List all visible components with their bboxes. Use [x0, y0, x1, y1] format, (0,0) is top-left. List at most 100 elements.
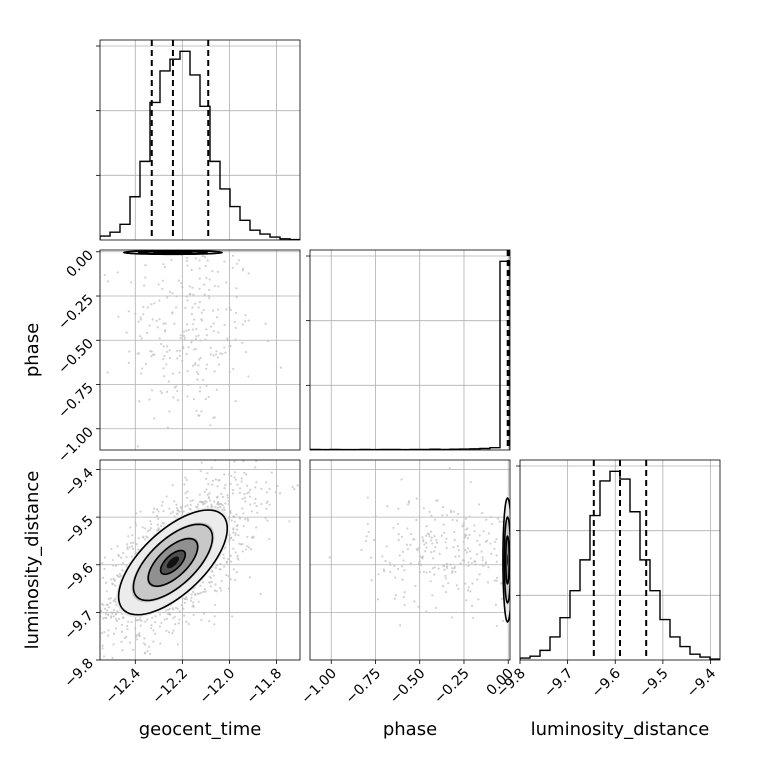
- sample-point: [234, 532, 237, 535]
- sample-point: [490, 516, 493, 519]
- sample-point: [158, 318, 161, 321]
- sample-point: [305, 461, 307, 463]
- sample-point: [216, 495, 219, 498]
- sample-point: [101, 562, 104, 565]
- sample-point: [112, 632, 115, 635]
- sample-point: [213, 370, 216, 373]
- sample-point: [230, 519, 233, 522]
- sample-point: [112, 564, 115, 567]
- sample-point: [482, 564, 485, 567]
- x-tick-label: −9.7: [541, 666, 576, 701]
- sample-point: [469, 481, 472, 484]
- sample-point: [160, 342, 163, 346]
- sample-point: [213, 615, 216, 618]
- sample-point: [131, 534, 134, 537]
- sample-point: [132, 648, 135, 651]
- sample-point: [157, 517, 160, 521]
- sample-point: [121, 630, 124, 633]
- sample-point: [196, 503, 200, 506]
- sample-point: [432, 557, 435, 560]
- xlabel-luminosity-distance: luminosity_distance: [531, 719, 710, 740]
- sample-point: [249, 548, 253, 551]
- sample-point: [452, 510, 455, 513]
- sample-point: [130, 281, 133, 284]
- sample-point: [166, 350, 169, 353]
- sample-point: [102, 617, 105, 620]
- sample-point: [463, 582, 467, 585]
- sample-point: [171, 312, 174, 315]
- sample-point: [438, 552, 441, 555]
- sample-point: [184, 246, 186, 248]
- hist-bar: [190, 75, 200, 240]
- sample-point: [172, 396, 175, 399]
- sample-point: [248, 495, 252, 498]
- sample-point: [135, 638, 139, 641]
- sample-point: [205, 488, 208, 491]
- sample-point: [208, 278, 211, 281]
- sample-point: [413, 600, 416, 603]
- sample-point: [107, 634, 110, 637]
- sample-point: [91, 629, 93, 631]
- sample-point: [468, 533, 471, 537]
- sample-point: [249, 503, 252, 506]
- sample-point: [143, 538, 147, 541]
- joint-content: [100, 240, 300, 450]
- sample-point: [209, 585, 212, 588]
- sample-point: [433, 566, 436, 569]
- sample-point: [268, 503, 271, 506]
- sample-point: [202, 240, 204, 242]
- sample-point: [230, 474, 233, 478]
- sample-point: [231, 266, 234, 269]
- sample-point: [223, 508, 226, 512]
- sample-point: [243, 471, 246, 475]
- sample-point: [192, 293, 195, 296]
- sample-point: [184, 597, 187, 600]
- sample-point: [211, 309, 215, 312]
- sample-point: [215, 350, 218, 353]
- sample-point: [455, 584, 458, 587]
- sample-point: [142, 642, 145, 645]
- sample-point: [114, 584, 117, 587]
- sample-point: [389, 563, 392, 566]
- sample-point: [206, 259, 209, 262]
- sample-point: [415, 518, 418, 522]
- sample-point: [417, 546, 421, 550]
- sample-point: [216, 270, 219, 273]
- sample-point: [169, 512, 172, 515]
- sample-point: [127, 361, 130, 364]
- sample-point: [148, 652, 152, 656]
- sample-point: [254, 466, 257, 469]
- sample-point: [198, 301, 201, 304]
- sample-point: [430, 536, 433, 539]
- sample-point: [154, 621, 157, 624]
- sample-point: [226, 337, 229, 340]
- sample-point: [157, 527, 160, 530]
- sample-point: [462, 540, 465, 543]
- sample-point: [175, 503, 178, 506]
- sample-point: [94, 645, 96, 647]
- sample-point: [434, 606, 437, 609]
- sample-point: [168, 357, 172, 360]
- sample-point: [228, 370, 231, 374]
- sample-point: [191, 328, 194, 331]
- density-core: [166, 556, 180, 569]
- sample-point: [264, 322, 267, 325]
- sample-point: [369, 556, 373, 559]
- sample-point: [83, 590, 85, 592]
- sample-point: [435, 538, 438, 542]
- sample-point: [134, 618, 138, 621]
- sample-point: [110, 578, 113, 581]
- sample-point: [207, 496, 211, 500]
- sample-point: [431, 594, 434, 597]
- sample-point: [442, 531, 446, 534]
- sample-point: [216, 506, 220, 509]
- sample-point: [91, 601, 93, 603]
- sample-point: [92, 629, 94, 631]
- sample-point: [189, 508, 192, 511]
- sample-point: [95, 628, 97, 630]
- sample-point: [243, 496, 247, 499]
- sample-point: [425, 610, 428, 613]
- sample-point: [467, 589, 470, 592]
- sample-point: [428, 570, 432, 573]
